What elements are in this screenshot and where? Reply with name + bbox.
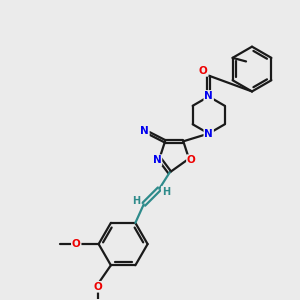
Text: O: O [72,239,81,249]
Text: O: O [187,155,196,165]
Text: H: H [133,196,141,206]
Text: N: N [140,126,149,136]
Text: N: N [204,129,213,139]
Text: N: N [204,91,213,101]
Text: O: O [199,66,208,76]
Text: H: H [162,187,170,197]
Text: O: O [94,282,103,292]
Text: N: N [153,155,161,165]
